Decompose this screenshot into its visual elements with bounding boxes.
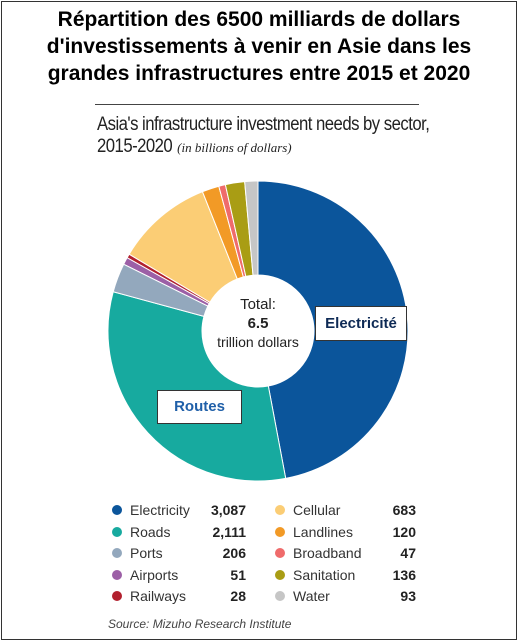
legend-item-cellular: Cellular 683 bbox=[275, 500, 416, 520]
center-total-label: Total: bbox=[240, 296, 276, 313]
title-rule bbox=[95, 104, 419, 105]
center-label: Total: 6.5 trillion dollars bbox=[208, 296, 308, 351]
legend-swatch bbox=[112, 569, 122, 580]
legend-value: 206 bbox=[222, 545, 246, 561]
legend-value: 93 bbox=[400, 588, 416, 604]
legend-label: Airports bbox=[130, 566, 179, 583]
legend-item-sanitation: Sanitation 136 bbox=[275, 565, 416, 585]
figure-title-line-1: Répartition des 6500 milliards de dollar… bbox=[57, 8, 461, 31]
donut-hole bbox=[202, 275, 314, 387]
legend-swatch bbox=[112, 548, 122, 558]
legend-label: Sanitation bbox=[293, 566, 356, 583]
callout-electricite: Electricité bbox=[315, 306, 407, 341]
legend-label: Roads bbox=[130, 523, 171, 540]
legend-item-airports: Airports 51 bbox=[112, 565, 246, 585]
legend-value: 2,111 bbox=[212, 523, 247, 540]
legend-value: 3,087 bbox=[210, 502, 246, 518]
legend-item-railways: Railways 28 bbox=[112, 586, 246, 606]
legend-item-roads: Roads 2,111 bbox=[112, 522, 246, 542]
chart-title: Asia's infrastructure investment needs b… bbox=[97, 114, 437, 160]
legend-swatch bbox=[112, 591, 122, 601]
legend-label: Electricity bbox=[130, 502, 190, 518]
legend-swatch bbox=[112, 526, 122, 537]
legend-label: Water bbox=[293, 588, 330, 604]
legend-value: 683 bbox=[392, 502, 416, 518]
figure-title: Répartition des 6500 milliards de dollar… bbox=[0, 6, 518, 87]
chart-title-years: 2015-2020 bbox=[97, 136, 173, 157]
legend-value: 47 bbox=[400, 545, 416, 561]
legend-label: Ports bbox=[130, 545, 163, 561]
legend-swatch bbox=[275, 505, 285, 515]
callout-routes: Routes bbox=[157, 390, 242, 424]
legend-item-broadband: Broadband 47 bbox=[275, 543, 416, 563]
legend-value: 28 bbox=[230, 588, 246, 604]
legend-item-ports: Ports 206 bbox=[112, 543, 246, 563]
figure-title-line-2: d'investissements à venir en Asie dans l… bbox=[46, 35, 472, 58]
legend-label: Broadband bbox=[293, 545, 362, 561]
center-total-value: 6.5 bbox=[247, 315, 269, 332]
chart-title-line-1: Asia's infrastructure investment needs b… bbox=[97, 114, 430, 135]
source-note: Source: Mizuho Research Institute bbox=[108, 617, 292, 631]
legend-item-landlines: Landlines 120 bbox=[275, 522, 416, 542]
legend-swatch bbox=[275, 548, 285, 558]
legend-swatch bbox=[275, 591, 285, 601]
legend-value: 51 bbox=[230, 566, 246, 583]
legend-swatch bbox=[275, 526, 285, 537]
legend-swatch bbox=[275, 569, 285, 580]
legend-item-water: Water 93 bbox=[275, 586, 416, 606]
center-total-unit: trillion dollars bbox=[217, 334, 299, 350]
legend-value: 120 bbox=[392, 523, 416, 540]
legend-label: Cellular bbox=[293, 502, 341, 518]
chart-unit: (in billions of dollars) bbox=[177, 140, 292, 155]
legend-swatch bbox=[112, 505, 122, 515]
legend-item-electricity: Electricity 3,087 bbox=[112, 500, 246, 520]
legend-label: Landlines bbox=[293, 523, 353, 540]
legend-value: 136 bbox=[392, 566, 416, 583]
figure-title-line-3: grandes infrastructures entre 2015 et 20… bbox=[47, 62, 471, 85]
legend-label: Railways bbox=[130, 588, 187, 604]
